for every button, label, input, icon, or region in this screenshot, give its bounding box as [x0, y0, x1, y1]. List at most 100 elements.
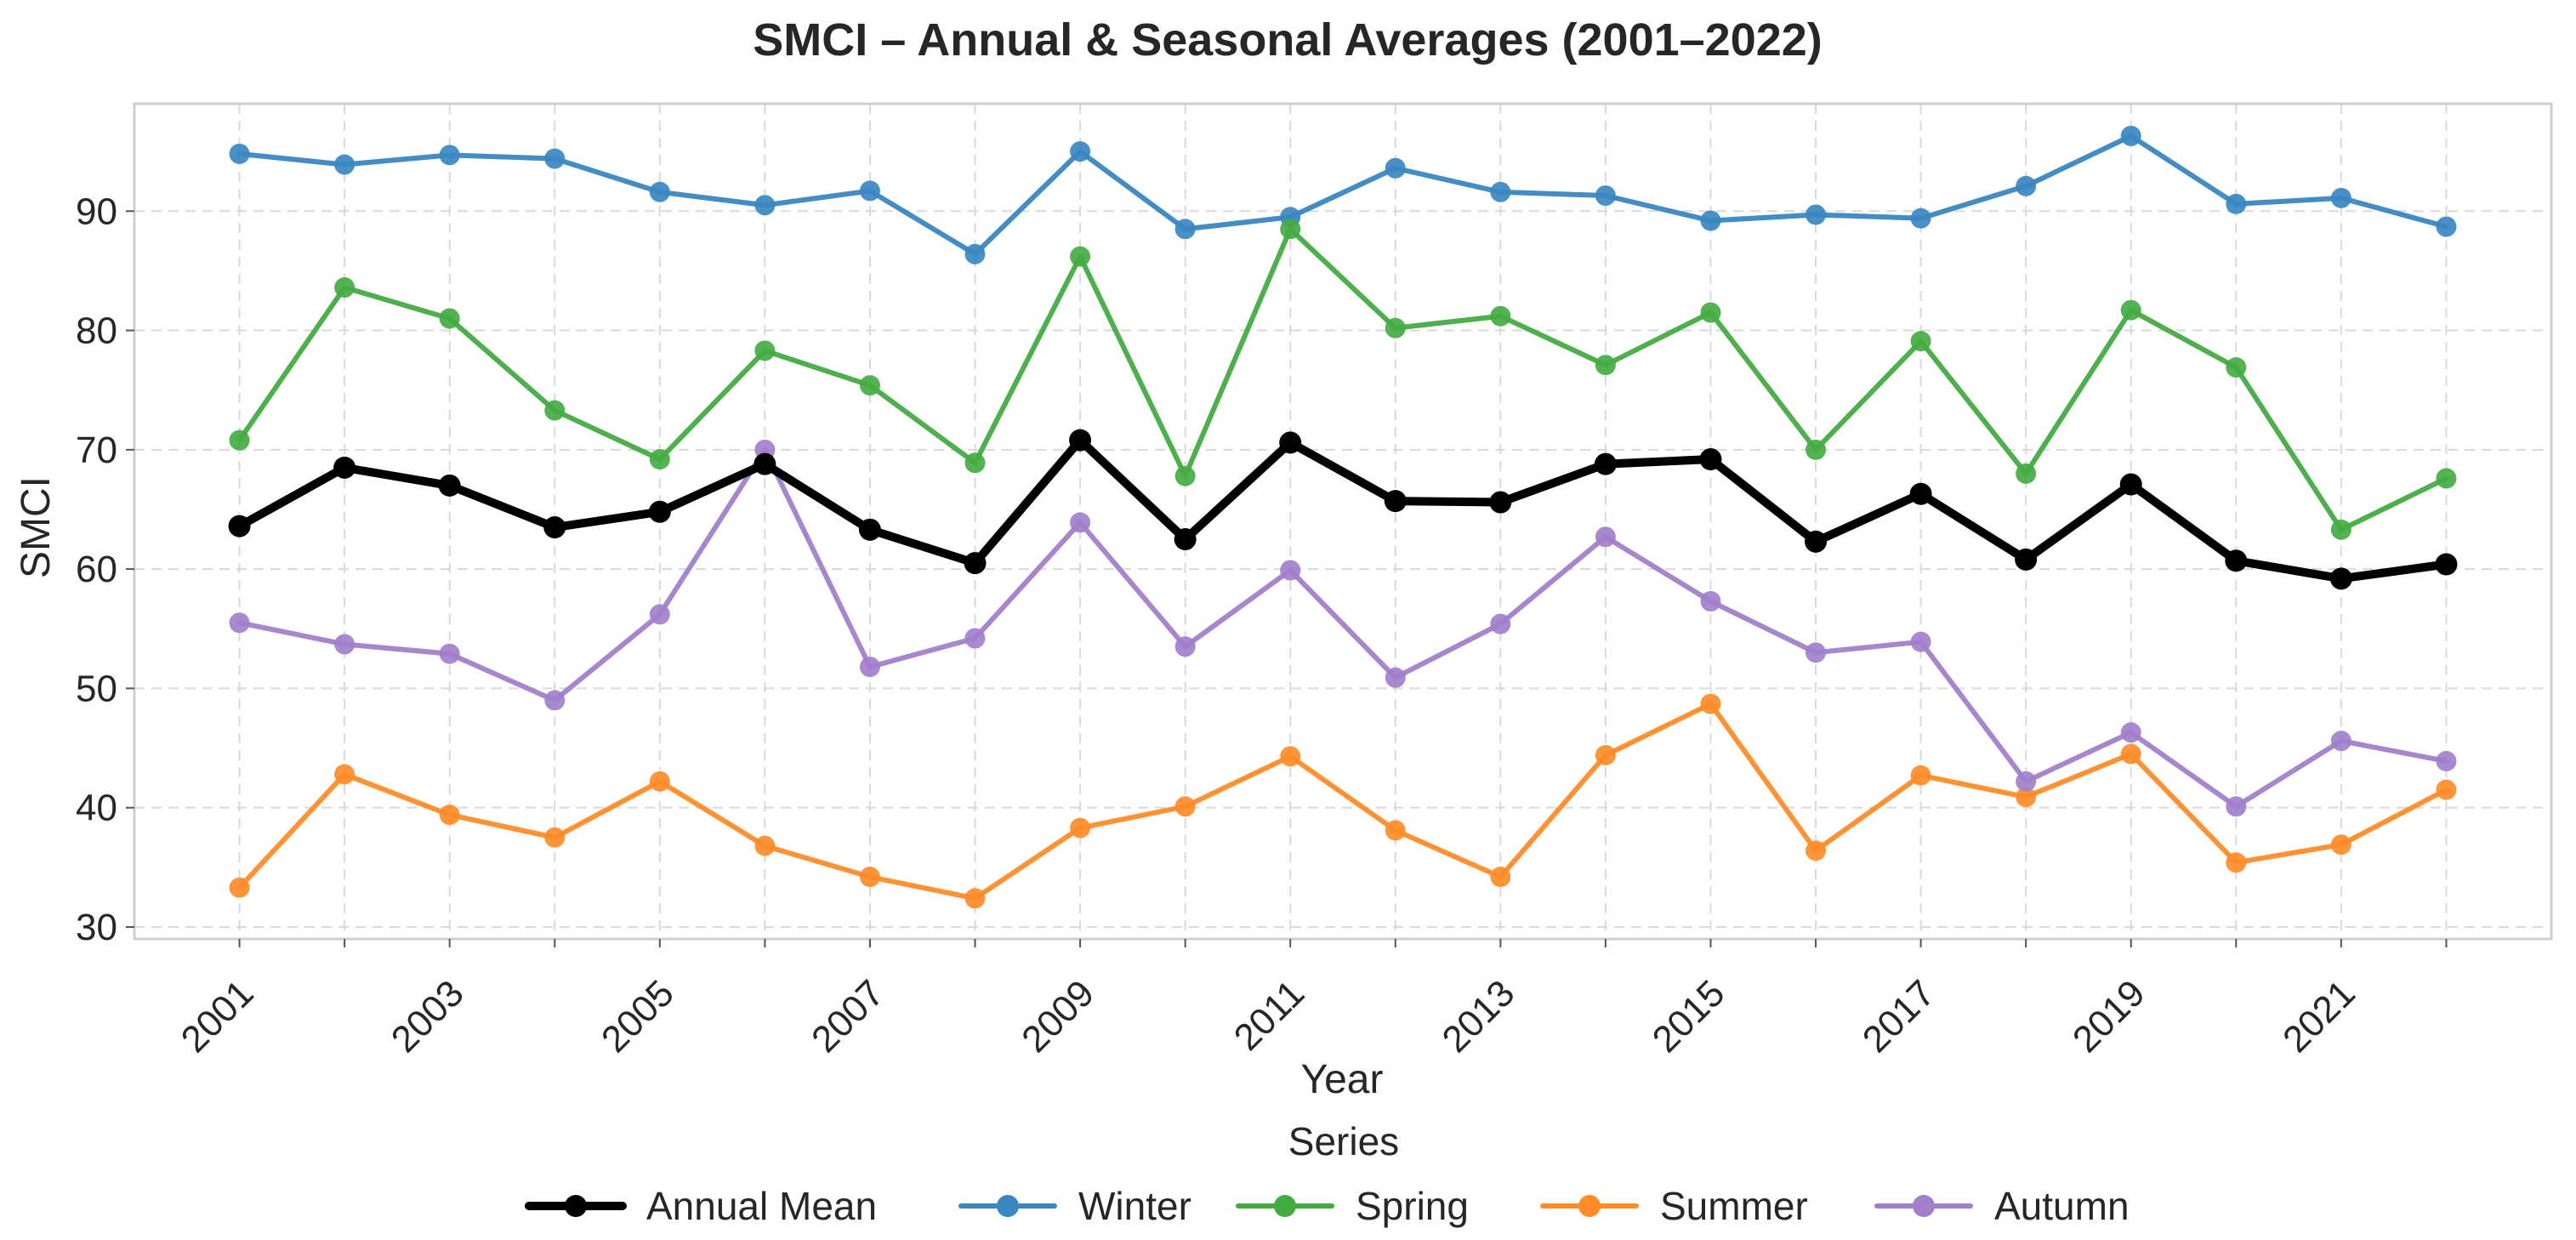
point-annual-mean-2011	[1279, 431, 1302, 454]
legend-entry-summer: Summer	[1540, 1184, 1808, 1228]
y-tick-label-70: 70	[76, 429, 117, 471]
point-winter-2019	[2120, 125, 2141, 146]
point-annual-mean-2021	[2329, 567, 2352, 590]
point-winter-2004	[544, 148, 566, 169]
point-annual-mean-2005	[648, 500, 671, 523]
point-winter-2017	[1910, 208, 1931, 229]
legend-entry-autumn: Autumn	[1874, 1184, 2130, 1228]
point-winter-2014	[1595, 185, 1616, 207]
y-tick-label-60: 60	[76, 549, 117, 590]
point-spring-2022	[2436, 468, 2457, 489]
point-winter-2015	[1700, 210, 1721, 231]
point-spring-2005	[649, 449, 670, 470]
point-annual-mean-2010	[1174, 528, 1197, 551]
series-line-autumn	[236, 447, 2449, 810]
point-winter-2021	[2330, 187, 2351, 208]
point-spring-2006	[754, 340, 776, 361]
point-spring-2012	[1385, 317, 1406, 338]
legend-swatch-marker-autumn	[1913, 1195, 1935, 1217]
point-spring-2007	[859, 375, 880, 396]
point-annual-mean-2014	[1594, 452, 1617, 475]
point-annual-mean-2022	[2435, 553, 2458, 576]
point-annual-mean-2007	[858, 518, 881, 541]
y-tick-label-90: 90	[76, 191, 117, 232]
point-autumn-2001	[229, 612, 250, 634]
point-autumn-2005	[649, 604, 670, 625]
point-spring-2009	[1070, 246, 1091, 267]
point-autumn-2021	[2330, 731, 2351, 752]
point-summer-2007	[859, 867, 880, 888]
point-winter-2018	[2016, 175, 2037, 196]
legend-label-autumn: Autumn	[1994, 1184, 2130, 1228]
point-winter-2016	[1805, 204, 1827, 225]
y-tick-label-40: 40	[76, 788, 117, 829]
point-summer-2008	[964, 888, 986, 909]
point-annual-mean-2013	[1489, 491, 1512, 514]
legend-label-summer: Summer	[1660, 1184, 1808, 1228]
point-autumn-2014	[1595, 526, 1616, 548]
x-axis-title: Year	[1301, 1057, 1384, 1102]
point-spring-2020	[2226, 357, 2247, 378]
point-annual-mean-2006	[753, 452, 776, 475]
point-autumn-2015	[1700, 590, 1721, 611]
legend-swatch-marker-spring	[1274, 1195, 1296, 1217]
point-summer-2020	[2226, 852, 2247, 873]
point-spring-2004	[544, 400, 566, 421]
point-spring-2015	[1700, 302, 1721, 323]
point-summer-2009	[1070, 817, 1091, 839]
point-spring-2010	[1174, 465, 1196, 486]
chart-title: SMCI – Annual & Seasonal Averages (2001–…	[753, 14, 1823, 65]
legend-swatch-marker-summer	[1578, 1195, 1601, 1217]
point-spring-2021	[2330, 519, 2351, 540]
point-winter-2009	[1070, 141, 1091, 162]
point-annual-mean-2002	[333, 456, 356, 479]
point-summer-2017	[1910, 765, 1931, 786]
series-line-annual-mean	[235, 435, 2451, 583]
point-annual-mean-2004	[543, 516, 566, 539]
point-spring-2013	[1490, 305, 1511, 327]
point-annual-mean-2016	[1805, 530, 1828, 553]
point-summer-2021	[2330, 834, 2351, 856]
series-spring	[229, 219, 2457, 540]
point-summer-2002	[334, 764, 355, 785]
point-summer-2001	[229, 877, 250, 898]
point-spring-2018	[2016, 463, 2037, 484]
point-winter-2008	[964, 243, 986, 264]
point-annual-mean-2009	[1069, 429, 1092, 452]
y-tick-label-50: 50	[76, 668, 117, 709]
point-annual-mean-2015	[1699, 448, 1722, 471]
y-tick-label-80: 80	[76, 310, 117, 352]
point-autumn-2019	[2120, 722, 2141, 743]
series-line-summer	[236, 701, 2449, 902]
point-winter-2012	[1385, 157, 1406, 179]
series-autumn	[229, 439, 2457, 817]
legend-label-winter: Winter	[1078, 1184, 1191, 1228]
point-autumn-2010	[1174, 636, 1196, 657]
point-summer-2005	[649, 771, 670, 792]
point-summer-2012	[1385, 820, 1406, 841]
legend-label-spring: Spring	[1356, 1184, 1469, 1228]
series-lines	[228, 125, 2458, 909]
point-autumn-2003	[439, 643, 460, 664]
point-summer-2019	[2120, 743, 2141, 765]
point-summer-2006	[754, 835, 776, 856]
y-axis-title: SMCI	[14, 476, 59, 578]
point-spring-2017	[1910, 331, 1931, 352]
point-annual-mean-2003	[438, 474, 461, 497]
legend-entry-winter: Winter	[958, 1184, 1191, 1228]
point-spring-2016	[1805, 439, 1827, 460]
point-autumn-2018	[2016, 771, 2037, 792]
point-summer-2004	[544, 827, 566, 848]
point-spring-2014	[1595, 355, 1616, 376]
point-annual-mean-2019	[2119, 473, 2142, 496]
point-summer-2010	[1174, 796, 1196, 817]
point-spring-2003	[439, 308, 460, 329]
point-summer-2013	[1490, 867, 1511, 888]
series-winter	[229, 125, 2457, 264]
legend: Series Annual Mean Winter Spring Summer Autu…	[525, 1119, 2130, 1228]
point-annual-mean-2020	[2225, 549, 2248, 572]
point-summer-2018	[2016, 787, 2037, 808]
point-spring-2011	[1280, 219, 1301, 240]
point-annual-mean-2017	[1909, 482, 1932, 505]
